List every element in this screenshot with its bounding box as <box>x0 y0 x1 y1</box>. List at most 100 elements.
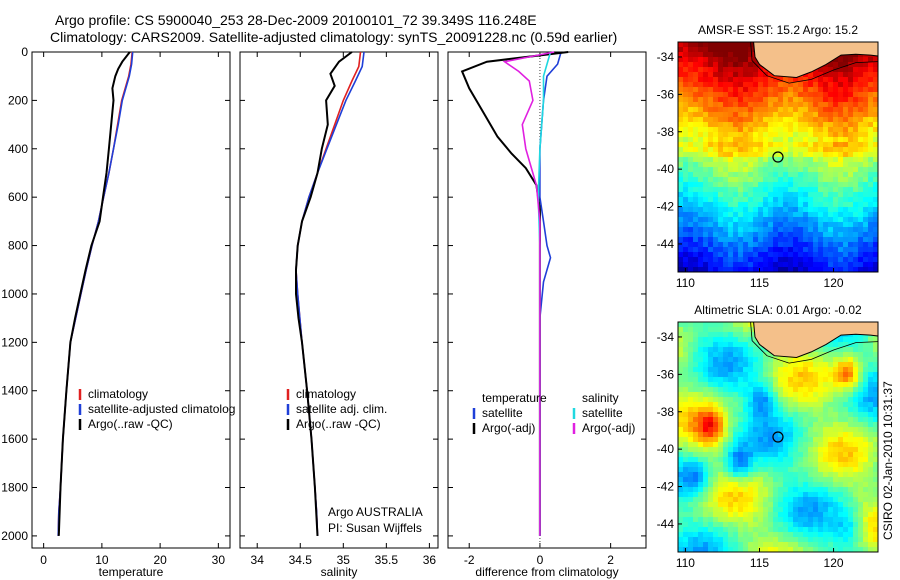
sla_map-cell <box>808 502 814 508</box>
sla_map-cell <box>733 512 739 518</box>
sla_map-cell <box>693 422 699 428</box>
sla_map-cell <box>703 452 709 458</box>
sst_map-cell <box>688 177 694 183</box>
sla_map-cell <box>818 507 824 513</box>
sst_map-cell <box>678 237 684 243</box>
sst_map-cell <box>753 222 759 228</box>
sla_map-cell <box>773 517 779 523</box>
sst_map-cell <box>758 147 764 153</box>
sla_map-cell <box>838 482 844 488</box>
sst_map-cell <box>873 102 879 108</box>
sst_map-cell <box>753 247 759 253</box>
sst_map-cell <box>803 147 809 153</box>
sla_map-cell <box>818 422 824 428</box>
sst_map-cell <box>823 242 829 248</box>
sla_map-cell <box>713 537 719 543</box>
sla_map-cell <box>683 327 689 333</box>
sla_map-cell <box>858 342 864 348</box>
sla_map-cell <box>718 457 724 463</box>
sla_map-cell <box>743 422 749 428</box>
sst_map-cell <box>873 212 879 218</box>
sst_map-cell <box>693 252 699 258</box>
sst_map-cell <box>803 152 809 158</box>
sla_map-cell <box>703 332 709 338</box>
sla_map-cell <box>783 512 789 518</box>
sst_map-cell <box>838 172 844 178</box>
sla_map-cell <box>763 437 769 443</box>
sst_map-cell <box>748 152 754 158</box>
sla_map-cell <box>678 492 684 498</box>
sst_map-cell <box>733 197 739 203</box>
sst_map-cell <box>728 42 734 48</box>
sst_map-cell <box>738 207 744 213</box>
sst_map-cell <box>783 97 789 103</box>
sla_map-cell <box>788 497 794 503</box>
sst_map-cell <box>818 137 824 143</box>
sla_map-cell <box>848 427 854 433</box>
sla_map-cell <box>693 497 699 503</box>
sst_map-cell <box>803 82 809 88</box>
sla_map-cell <box>858 527 864 533</box>
sst_map-cell <box>688 62 694 68</box>
sla_map-cell <box>683 522 689 528</box>
sst_map-cell <box>708 87 714 93</box>
sst_map-cell <box>758 162 764 168</box>
sla_map-cell <box>718 477 724 483</box>
sst_map-cell <box>743 107 749 113</box>
sla_map-cell <box>678 352 684 358</box>
sst_map-cell <box>758 187 764 193</box>
sst_map-cell <box>808 147 814 153</box>
sst_map-cell <box>823 252 829 258</box>
sla_map-cell <box>733 397 739 403</box>
sst_map-cell <box>773 167 779 173</box>
sst_map-cell <box>693 207 699 213</box>
sla_map-cell <box>788 487 794 493</box>
sla_map-cell <box>873 487 879 493</box>
sst_map-cell <box>683 157 689 163</box>
sla_map-cell <box>778 437 784 443</box>
sla_map-cell <box>768 527 774 533</box>
sst_map-cell <box>748 72 754 78</box>
sst_map-cell <box>823 157 829 163</box>
sla_map-cell <box>723 527 729 533</box>
sla_map-cell <box>873 542 879 548</box>
sla_map-cell <box>708 362 714 368</box>
sst_map-cell <box>693 87 699 93</box>
sla_map-cell <box>728 442 734 448</box>
sla_map-cell <box>693 367 699 373</box>
sst_map-cell <box>753 262 759 268</box>
sla_map-cell <box>823 472 829 478</box>
sst_map-cell <box>828 222 834 228</box>
sla_map-cell <box>873 512 879 518</box>
sst_map-cell <box>768 112 774 118</box>
sla_map-cell <box>678 387 684 393</box>
sst_map-cell <box>723 142 729 148</box>
sst_map-cell <box>778 152 784 158</box>
sla_map-cell <box>868 517 874 523</box>
sla_map-cell <box>733 322 739 328</box>
sst_map-cell <box>678 177 684 183</box>
sst_map-cell <box>748 167 754 173</box>
sst_map-cell <box>843 167 849 173</box>
sst_map-cell <box>708 102 714 108</box>
sst_map-cell <box>683 187 689 193</box>
sla_map-cell <box>798 542 804 548</box>
sla_map-cell <box>763 492 769 498</box>
sla_map-cell <box>713 487 719 493</box>
sst_map-cell <box>788 267 794 273</box>
sla_map-cell <box>738 477 744 483</box>
sst_map-cell <box>768 262 774 268</box>
sst_map-cell <box>738 262 744 268</box>
sla_map-cell <box>773 542 779 548</box>
sla_map-cell <box>708 332 714 338</box>
sla_map-cell <box>778 402 784 408</box>
sst_map-cell <box>858 267 864 273</box>
sst_map-cell <box>693 157 699 163</box>
sst_map-cell <box>698 217 704 223</box>
sla_map-cell <box>733 472 739 478</box>
sla_map-cell <box>823 442 829 448</box>
sla_map-cell <box>678 427 684 433</box>
sla_map-cell <box>728 492 734 498</box>
sla_map-cell <box>698 322 704 328</box>
sla_map-cell <box>768 507 774 513</box>
